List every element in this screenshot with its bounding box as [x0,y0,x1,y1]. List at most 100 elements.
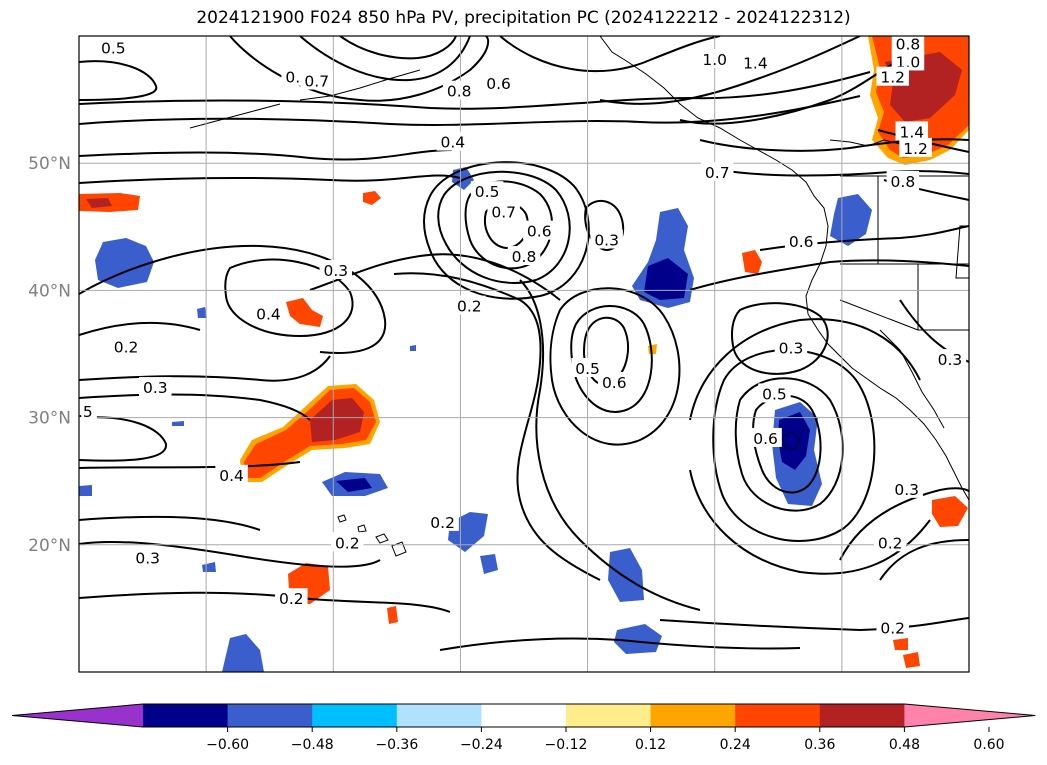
contour-label: 0.3 [143,379,168,397]
contour-label: .5 [78,403,93,421]
contour-label-bg [487,201,520,221]
contour-label-bg [933,349,967,369]
contour-label: 0.5 [475,183,500,201]
colorbar-tick-label: 0.36 [804,737,835,753]
contour-label: 0.3 [594,232,619,250]
contour-label-bg [876,66,909,86]
colorbar-cell [566,704,652,727]
contour-label-bg [507,246,541,266]
contour-label: 0.8 [447,83,472,101]
colorbar-tick-label: −0.36 [375,737,418,753]
contour-label-bg [523,220,556,240]
colorbar-tick-label: −0.48 [291,737,334,753]
colorbar-outline [11,703,1036,728]
latitude-label: 50°N [28,154,71,174]
contour-label: 0.5 [101,39,126,57]
colorbar-cell [396,704,482,727]
colorbar-tick-label: 0.60 [973,737,1004,753]
contour-label: 0.2 [279,590,304,608]
hawaii-islands [337,514,407,557]
contour-label-bg [590,229,623,249]
contour-label: 0.8 [896,36,921,54]
contour-label-bg [79,401,97,421]
map-title: 2024121900 F024 850 hPa PV, precipitatio… [196,8,851,28]
colorbar-cell [227,704,313,727]
contour-label-bg [482,73,515,93]
contour-label-bg [252,303,285,323]
pv-contours [79,36,969,651]
contour-label-bg [97,37,130,57]
contour-label-bg [873,532,907,552]
colorbar-extend-min [12,704,143,727]
contour-label-bg [784,230,818,250]
contour-label: 0.2 [878,534,903,552]
latitude-label: 40°N [28,281,71,301]
contour-label: 0.3 [135,550,160,568]
contour-label: 0.2 [457,298,482,316]
colorbar-tick-label: 0.12 [635,737,666,753]
contour-label: 0.2 [114,338,139,356]
latitude-labels: 50°N 40°N 30°N 20°N [28,154,71,556]
contour-label: 0.6 [486,75,511,93]
contour-label: 0.7 [705,164,730,182]
contour-label-bg [426,511,459,531]
colorbar-cell [312,704,398,727]
contour-label: 0.3 [938,351,963,369]
contour-label-bg [876,617,909,637]
contour-label-bg [436,131,470,151]
contour-label: 0.2 [430,514,455,532]
contour-label: 1.4 [899,123,924,141]
contour-label: 0.4 [256,305,281,323]
map-frame [78,35,970,673]
contour-label-bg [109,336,143,356]
contour-label-bg [774,337,808,357]
contour-label-bg [319,260,353,280]
contour-label: 0.5 [575,360,600,378]
contour-label: 1.0 [702,51,727,69]
contour-label-bg [139,377,172,397]
contour-label: 0.4 [440,134,465,152]
contour-label-bg [739,52,772,72]
contour-label: 0.4 [219,467,244,485]
contour-labels: 0.50.60.70.8 0.60.41.0 1.40.81.01.21.41.20… [78,36,967,637]
contour-label-bg [571,357,604,377]
map-background [79,36,969,672]
contour-label-bg [453,295,486,315]
contour-label: 0.2 [335,534,360,552]
colorbar-cell [481,704,567,727]
contour-label-bg [701,162,734,182]
contour-label-bg [300,70,334,90]
contour-label: 0.6 [602,374,627,392]
contour-label: 0.3 [779,340,804,358]
colorbar-cell [735,704,821,727]
contour-label-bg [891,36,925,53]
contour-label-bg [470,181,504,201]
contour-label: 0.7 [491,204,516,222]
colorbar-tick-label: 0.48 [889,737,920,753]
contour-label-bg [442,80,476,100]
contour-label: 1.2 [903,140,928,158]
contour-label: 0.6 [789,233,814,251]
contour-label: 0.3 [894,481,919,499]
map-panel: 0.50.60.70.8 0.60.41.0 1.40.81.01.21.41.20… [28,35,970,673]
contour-label: 0.2 [880,619,905,637]
contour-label-bg [758,383,791,403]
colorbar-tick-label: −0.60 [206,737,249,753]
contour-label: 1.4 [743,55,768,73]
latitude-label: 30°N [28,409,71,429]
contour-label-bg [215,464,248,484]
contour-label-bg [131,547,164,567]
contour-label: 0.8 [891,173,916,191]
contour-label: 0.5 [762,385,787,403]
contour-label-bg [886,171,920,191]
contour-label-bg [891,51,925,71]
precipitation-shading [79,36,969,672]
colorbar-cell [143,704,229,727]
contour-label: 0.6 [753,430,778,448]
contour-label: 0.3 [324,262,349,280]
colorbar-tick-label: −0.24 [460,737,503,753]
contour-label-bg [895,121,929,141]
contour-label: 1.2 [880,69,905,87]
contour-label-bg [275,588,308,608]
contour-label-bg [749,427,782,447]
